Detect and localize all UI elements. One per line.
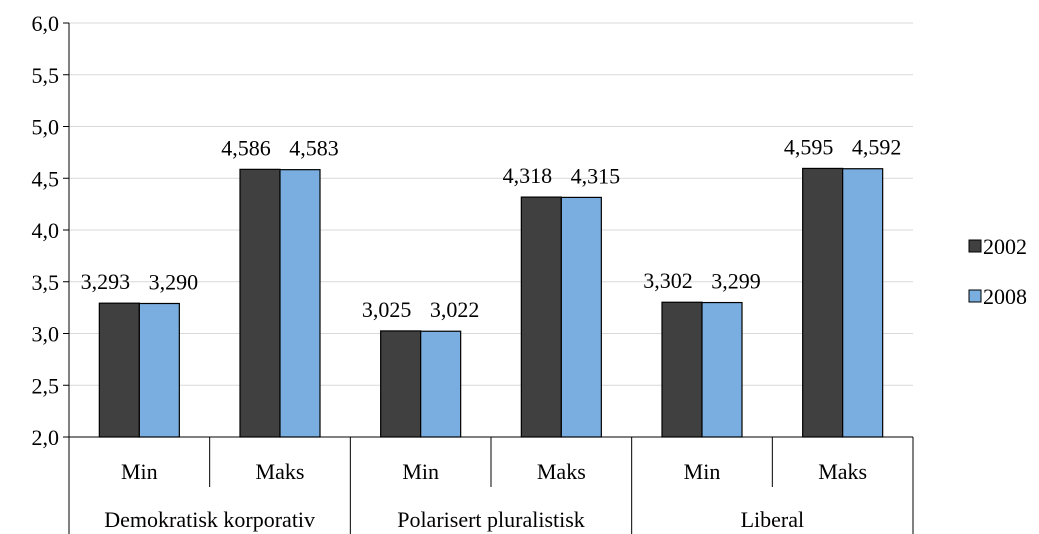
y-tick-label: 4,0 xyxy=(32,218,60,243)
legend-label: 2008 xyxy=(983,284,1027,309)
y-tick-label: 6,0 xyxy=(32,11,60,36)
data-label: 4,586 xyxy=(221,135,271,160)
bar-2008-0 xyxy=(138,302,180,438)
data-label: 3,290 xyxy=(149,269,199,294)
category-label: Min xyxy=(402,459,439,484)
y-tick-label: 3,0 xyxy=(32,322,60,347)
group-label: Liberal xyxy=(741,507,805,532)
data-label: 4,592 xyxy=(852,135,902,160)
y-tick-label: 5,5 xyxy=(32,63,60,88)
x-axis-category-labels: Min Maks Min Maks Min Maks Demokratisk korpora… xyxy=(104,459,867,532)
category-label: Min xyxy=(121,459,158,484)
data-label: 4,583 xyxy=(289,136,339,161)
data-label: 3,293 xyxy=(81,269,131,294)
bar-2002-2 xyxy=(380,330,422,438)
data-label: 4,595 xyxy=(784,134,834,159)
y-tick-label: 3,5 xyxy=(32,270,60,295)
bar-2002-0 xyxy=(98,302,140,438)
legend-swatch-2008 xyxy=(968,289,982,303)
data-labels: 3,293 4,586 3,025 4,318 3,302 4,595 3,290 4,583… xyxy=(81,134,902,322)
y-tick-label: 4,5 xyxy=(32,166,60,191)
y-tick-label: 2,5 xyxy=(32,373,60,398)
bar-2002-3 xyxy=(520,196,562,438)
category-label: Maks xyxy=(818,459,867,484)
bar-2002-1 xyxy=(239,168,281,438)
bar-2008-4 xyxy=(701,301,743,438)
bar-2002-4 xyxy=(661,301,703,438)
legend-swatch-2002 xyxy=(968,239,982,253)
bar-2008-5 xyxy=(842,168,884,438)
group-label: Polarisert pluralistisk xyxy=(397,507,585,532)
legend-label: 2002 xyxy=(983,234,1027,259)
bar-2008-1 xyxy=(279,169,321,438)
legend: 2002 2008 xyxy=(968,234,1027,309)
data-label: 3,022 xyxy=(430,297,480,322)
data-label: 3,025 xyxy=(362,297,412,322)
axes xyxy=(63,22,914,534)
bar-2008-3 xyxy=(560,196,602,438)
group-label: Demokratisk korporativ xyxy=(104,507,315,532)
bar-2002-5 xyxy=(802,167,844,438)
category-label: Maks xyxy=(256,459,305,484)
grid-lines xyxy=(69,22,913,386)
bar-2008-2 xyxy=(420,330,462,438)
category-label: Maks xyxy=(537,459,586,484)
category-label: Min xyxy=(684,459,721,484)
data-label: 4,315 xyxy=(571,163,621,188)
y-tick-label: 5,0 xyxy=(32,115,60,140)
data-label: 3,302 xyxy=(643,268,693,293)
data-label: 3,299 xyxy=(711,269,761,294)
y-axis-tick-labels: 2,0 2,5 3,0 3,5 4,0 4,5 5,0 5,5 6,0 xyxy=(32,11,60,450)
y-tick-label: 2,0 xyxy=(32,425,60,450)
data-label: 4,318 xyxy=(503,163,553,188)
bars xyxy=(98,167,884,438)
